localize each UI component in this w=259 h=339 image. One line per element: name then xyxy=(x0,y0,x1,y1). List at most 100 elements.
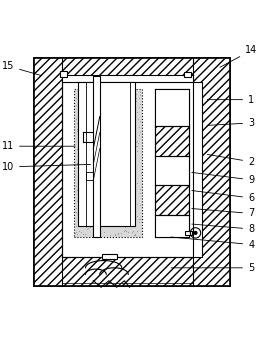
Point xyxy=(88,121,92,126)
Text: 7: 7 xyxy=(192,208,254,218)
Point xyxy=(135,143,139,149)
Point xyxy=(80,216,84,222)
Point xyxy=(138,118,142,123)
Point xyxy=(113,177,117,182)
Point xyxy=(107,202,111,207)
Bar xyxy=(62,58,193,75)
Point xyxy=(130,175,134,180)
Point xyxy=(129,100,133,105)
Point xyxy=(85,164,90,170)
Point xyxy=(123,190,127,196)
Point xyxy=(132,191,136,196)
Point xyxy=(78,129,82,134)
Point xyxy=(102,127,106,132)
Point xyxy=(124,163,128,168)
Point xyxy=(97,90,101,96)
Point xyxy=(94,162,98,168)
Point xyxy=(96,219,100,225)
Point xyxy=(98,111,102,116)
Point xyxy=(83,117,87,122)
Point xyxy=(117,122,121,127)
Point xyxy=(125,128,129,133)
Point xyxy=(131,98,135,103)
Point xyxy=(107,182,111,187)
Point xyxy=(136,140,140,145)
Point xyxy=(92,231,97,236)
Point xyxy=(114,163,118,168)
Point xyxy=(86,180,90,185)
Point xyxy=(100,203,104,208)
Point xyxy=(110,139,114,144)
Point xyxy=(131,99,135,105)
Point xyxy=(137,104,141,110)
Point xyxy=(121,94,126,99)
Point xyxy=(110,93,114,98)
Point xyxy=(76,130,80,135)
Point xyxy=(87,139,91,144)
Point xyxy=(76,186,80,192)
Point xyxy=(74,116,78,121)
Point xyxy=(137,216,141,221)
Point xyxy=(76,219,80,224)
Point xyxy=(88,104,92,110)
Point xyxy=(76,175,80,180)
Point xyxy=(107,140,112,145)
Point xyxy=(126,193,130,198)
Point xyxy=(137,96,141,101)
Point xyxy=(116,231,120,236)
Point xyxy=(79,229,83,235)
Point xyxy=(99,88,103,94)
Point xyxy=(138,92,142,98)
Point xyxy=(130,200,134,205)
Point xyxy=(123,140,127,146)
Point xyxy=(118,116,123,121)
Point xyxy=(111,202,115,207)
Point xyxy=(110,170,114,175)
Point xyxy=(106,152,111,157)
Point xyxy=(93,200,97,206)
Point xyxy=(85,133,89,138)
Point xyxy=(107,133,112,138)
Point xyxy=(113,188,117,193)
Point xyxy=(99,198,103,203)
Point xyxy=(132,123,136,129)
Point xyxy=(74,223,78,229)
Point xyxy=(75,129,79,134)
Point xyxy=(96,200,100,205)
Text: 10: 10 xyxy=(2,162,91,172)
Point xyxy=(124,134,128,140)
Point xyxy=(86,173,90,178)
Point xyxy=(120,164,125,170)
Point xyxy=(122,102,126,108)
Point xyxy=(114,183,118,188)
Point xyxy=(128,96,133,101)
Point xyxy=(126,173,131,178)
Point xyxy=(120,213,124,218)
Point xyxy=(97,95,102,101)
Point xyxy=(113,231,117,237)
Point xyxy=(96,168,100,174)
Point xyxy=(133,136,137,141)
Point xyxy=(135,228,139,234)
Point xyxy=(105,219,109,224)
Point xyxy=(128,139,133,144)
Point xyxy=(95,220,99,225)
Point xyxy=(130,148,134,154)
Point xyxy=(127,179,131,185)
Point xyxy=(80,129,84,135)
Point xyxy=(131,188,135,194)
Bar xyxy=(155,215,189,237)
Point xyxy=(102,120,106,125)
Bar xyxy=(93,76,100,237)
Point xyxy=(85,198,89,204)
Point xyxy=(80,177,84,182)
Point xyxy=(124,141,128,146)
Point xyxy=(76,175,80,180)
Point xyxy=(133,112,137,118)
Point xyxy=(117,176,121,181)
Point xyxy=(92,203,96,208)
Point xyxy=(138,190,142,195)
Point xyxy=(98,221,102,226)
Point xyxy=(128,190,132,195)
Bar xyxy=(62,257,193,286)
